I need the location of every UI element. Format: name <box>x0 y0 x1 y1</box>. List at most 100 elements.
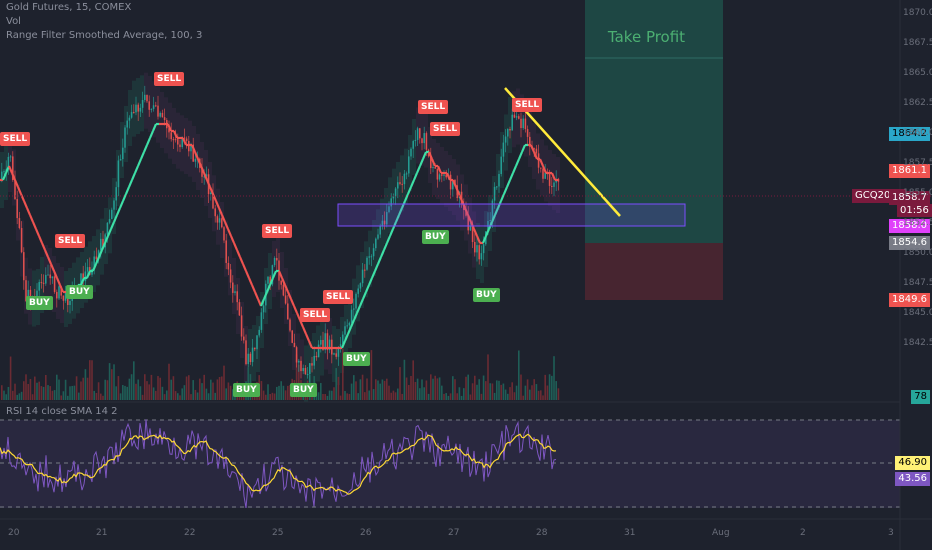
range-filter-line <box>514 158 521 167</box>
volume-bar <box>379 383 381 400</box>
candle-body <box>146 94 148 102</box>
candle-body <box>157 105 159 117</box>
candle-body <box>533 148 535 150</box>
range-filter-line <box>145 137 152 146</box>
candle-body <box>128 117 131 121</box>
candle-body <box>491 200 494 221</box>
filter-band <box>364 241 368 298</box>
volume-bar <box>322 393 324 400</box>
range-filter-line <box>484 228 491 237</box>
range-filter-line <box>46 256 53 265</box>
volume-bar <box>447 395 450 400</box>
range-filter-line <box>271 270 278 279</box>
volume-bar <box>163 394 166 400</box>
candle-body <box>40 282 43 284</box>
candle-body <box>42 282 45 284</box>
range-filter-line <box>265 284 272 293</box>
filter-band <box>256 316 260 372</box>
candle-body <box>185 138 188 141</box>
candle-body <box>84 271 87 282</box>
volume-bar <box>78 392 80 400</box>
candle-body <box>498 173 500 187</box>
volume-bar <box>104 379 106 400</box>
range-filter-line <box>28 214 35 223</box>
candle-body <box>289 319 291 331</box>
price-axis-tick: 1852.5 <box>903 218 932 228</box>
candle-body <box>60 286 62 296</box>
range-filter-line <box>121 193 128 202</box>
volume-bar <box>102 395 104 400</box>
volume-bar <box>3 390 5 400</box>
candle-body <box>221 218 223 228</box>
volume-bar <box>73 385 76 400</box>
volume-bar <box>205 388 208 400</box>
candle-body <box>344 326 346 335</box>
candle-body <box>410 148 412 157</box>
volume-bar <box>331 390 333 400</box>
take-profit-label: Take Profit <box>607 28 686 46</box>
range-filter-line <box>307 340 314 349</box>
volume-bar <box>419 388 421 400</box>
range-filter-line <box>241 263 248 272</box>
range-filter-line <box>130 172 137 181</box>
price-label: 1858.7 <box>889 191 930 205</box>
range-filter-line <box>445 172 452 181</box>
range-filter-line <box>16 186 23 195</box>
volume-bar <box>56 374 58 400</box>
volume-bar <box>84 369 87 400</box>
volume-bar <box>188 375 190 400</box>
range-filter-line <box>355 305 362 314</box>
volume-bar <box>348 393 351 400</box>
candle-body <box>353 308 355 310</box>
volume-bar <box>410 375 412 400</box>
volume-bar <box>36 382 38 400</box>
candle-body <box>9 156 12 158</box>
volume-bar <box>361 374 364 400</box>
filter-band <box>160 92 164 148</box>
volume-bar <box>199 378 201 400</box>
volume-bar <box>370 350 373 400</box>
volume-bar <box>150 374 153 400</box>
filter-band <box>236 278 240 334</box>
volume-bar <box>80 381 82 400</box>
volume-bar <box>161 386 164 400</box>
candle-body <box>102 238 104 248</box>
candle-body <box>542 168 544 179</box>
filter-band <box>368 230 372 287</box>
candle-body <box>69 300 71 305</box>
range-filter-line <box>538 158 545 167</box>
range-filter-line <box>262 291 269 300</box>
volume-bar <box>465 376 467 400</box>
volume-bar <box>368 390 370 400</box>
candle-body <box>386 212 388 225</box>
candle-body <box>423 133 425 144</box>
candle-body <box>229 269 232 283</box>
stop-loss-zone <box>585 243 723 300</box>
range-filter-line <box>103 235 110 244</box>
volume-bar <box>18 393 21 400</box>
range-filter-line <box>238 256 245 265</box>
volume-bar <box>212 382 214 400</box>
range-filter-line <box>508 172 515 181</box>
volume-bar <box>113 364 115 400</box>
candle-body <box>509 129 511 131</box>
candle-body <box>482 244 485 254</box>
candle-body <box>370 256 373 258</box>
volume-bar <box>502 383 505 400</box>
volume-bar <box>177 393 179 400</box>
candle-body <box>80 273 82 290</box>
volume-bar <box>524 385 527 400</box>
filter-band <box>292 314 296 370</box>
volume-bar <box>7 386 10 400</box>
range-filter-line <box>25 207 32 216</box>
volume-bar <box>423 387 425 400</box>
volume-bar <box>337 376 340 400</box>
volume-bar <box>364 392 366 400</box>
range-filter-line <box>475 235 482 244</box>
range-filter-line <box>172 130 179 139</box>
range-filter-line <box>85 270 92 279</box>
volume-bar <box>454 379 456 400</box>
candle-body <box>232 282 234 293</box>
volume-bar <box>170 379 172 400</box>
